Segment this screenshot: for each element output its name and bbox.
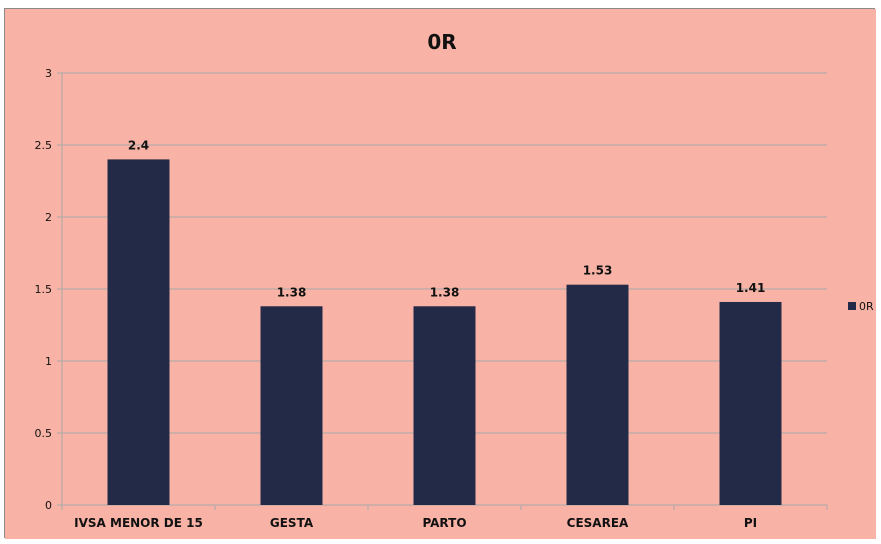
data-label: 1.53 (583, 264, 613, 278)
data-label: 1.38 (277, 285, 307, 299)
bar (566, 284, 629, 505)
y-tick-label: 1 (45, 355, 52, 368)
data-label: 2.4 (128, 138, 149, 152)
x-tick-label: PARTO (422, 516, 466, 530)
data-label: 1.38 (430, 285, 460, 299)
x-axis-tick-labels: IVSA MENOR DE 15 GESTA PARTO CESAREA PI (74, 516, 757, 530)
x-tick-label: GESTA (270, 516, 314, 530)
data-labels: 2.4 1.38 1.38 1.53 1.41 (128, 138, 765, 299)
legend-label: 0R (859, 300, 874, 313)
legend: 0R (848, 300, 874, 313)
x-tick-label: PI (744, 516, 757, 530)
chart-frame: 0R 0 0.5 1 1.5 2 2.5 3 2.4 1.38 1.38 1.53 1.41 IVS… (4, 8, 876, 539)
bar (260, 306, 323, 505)
y-axis-tick-labels: 0 0.5 1 1.5 2 2.5 3 (35, 67, 53, 512)
x-tick-label: IVSA MENOR DE 15 (74, 516, 203, 530)
y-tick-label: 2.5 (35, 139, 53, 152)
bar (719, 301, 782, 505)
y-tick-label: 3 (45, 67, 52, 80)
legend-swatch (848, 302, 856, 310)
chart-title: 0R (427, 30, 456, 54)
y-tick-label: 0 (45, 499, 52, 512)
bar-chart: 0R 0 0.5 1 1.5 2 2.5 3 2.4 1.38 1.38 1.53 1.41 IVS… (5, 9, 876, 539)
x-tick-label: CESAREA (567, 516, 629, 530)
y-tick-label: 0.5 (35, 427, 53, 440)
bar (413, 306, 476, 505)
bar (107, 159, 170, 505)
bars (107, 159, 782, 505)
y-tick-label: 1.5 (35, 283, 53, 296)
y-tick-label: 2 (45, 211, 52, 224)
data-label: 1.41 (736, 281, 766, 295)
